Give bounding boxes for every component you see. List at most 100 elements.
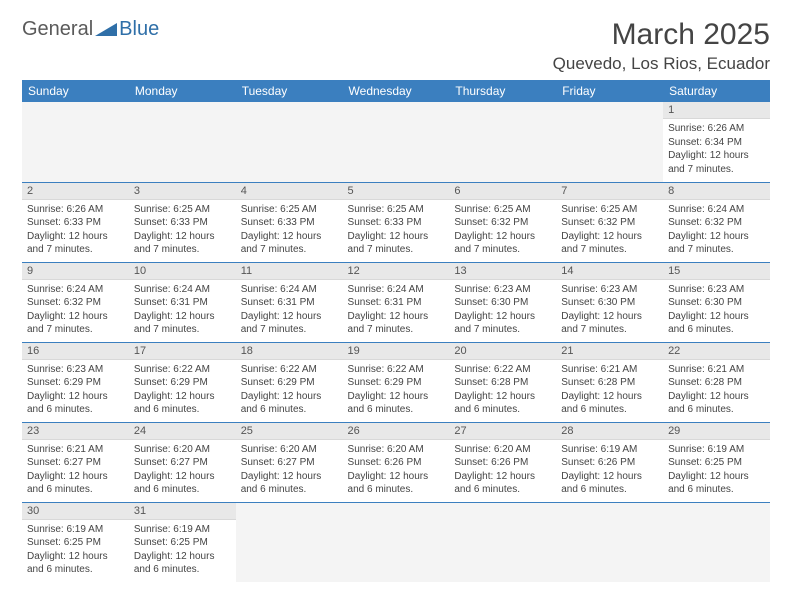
day-number: 2	[22, 183, 129, 200]
day-cell: 24Sunrise: 6:20 AMSunset: 6:27 PMDayligh…	[129, 422, 236, 502]
sunrise-line: Sunrise: 6:22 AM	[134, 363, 231, 377]
sunset-line: Sunset: 6:33 PM	[348, 216, 445, 230]
sunrise-line: Sunrise: 6:25 AM	[134, 203, 231, 217]
day-cell: 17Sunrise: 6:22 AMSunset: 6:29 PMDayligh…	[129, 342, 236, 422]
sunrise-line: Sunrise: 6:19 AM	[134, 523, 231, 537]
sunset-line: Sunset: 6:32 PM	[27, 296, 124, 310]
day-number: 11	[236, 263, 343, 280]
day-number: 12	[343, 263, 450, 280]
sunrise-line: Sunrise: 6:23 AM	[668, 283, 765, 297]
day-body: Sunrise: 6:19 AMSunset: 6:25 PMDaylight:…	[22, 520, 129, 581]
day-cell: 31 Sunrise: 6:19 AMSunset: 6:25 PMDayligh…	[129, 502, 236, 582]
sunrise-line: Sunrise: 6:20 AM	[348, 443, 445, 457]
sunset-line: Sunset: 6:26 PM	[561, 456, 658, 470]
day-body: Sunrise: 6:20 AMSunset: 6:27 PMDaylight:…	[129, 440, 236, 501]
day-number: 31	[129, 503, 236, 520]
sunrise-line: Sunrise: 6:20 AM	[134, 443, 231, 457]
day-body: Sunrise: 6:25 AMSunset: 6:33 PMDaylight:…	[343, 200, 450, 261]
calendar-row: 16Sunrise: 6:23 AMSunset: 6:29 PMDayligh…	[22, 342, 770, 422]
daylight-line: Daylight: 12 hours and 6 minutes.	[27, 390, 124, 417]
location-label: Quevedo, Los Rios, Ecuador	[553, 54, 770, 74]
sunrise-line: Sunrise: 6:22 AM	[454, 363, 551, 377]
daylight-line: Daylight: 12 hours and 6 minutes.	[668, 390, 765, 417]
day-number: 5	[343, 183, 450, 200]
day-number: 24	[129, 423, 236, 440]
day-cell: 9Sunrise: 6:24 AMSunset: 6:32 PMDaylight…	[22, 262, 129, 342]
day-body: Sunrise: 6:21 AMSunset: 6:28 PMDaylight:…	[663, 360, 770, 421]
day-number: 19	[343, 343, 450, 360]
triangle-icon	[95, 21, 117, 39]
day-cell: 22Sunrise: 6:21 AMSunset: 6:28 PMDayligh…	[663, 342, 770, 422]
calendar-table: SundayMondayTuesdayWednesdayThursdayFrid…	[22, 80, 770, 582]
sunset-line: Sunset: 6:33 PM	[134, 216, 231, 230]
sunrise-line: Sunrise: 6:23 AM	[27, 363, 124, 377]
day-body: Sunrise: 6:26 AMSunset: 6:34 PMDaylight:…	[663, 119, 770, 180]
weekday-header: Monday	[129, 80, 236, 102]
sunset-line: Sunset: 6:27 PM	[27, 456, 124, 470]
day-cell: 25Sunrise: 6:20 AMSunset: 6:27 PMDayligh…	[236, 422, 343, 502]
day-number: 18	[236, 343, 343, 360]
sunset-line: Sunset: 6:26 PM	[454, 456, 551, 470]
daylight-line: Daylight: 12 hours and 7 minutes.	[561, 310, 658, 337]
empty-cell	[343, 502, 450, 582]
sunrise-line: Sunrise: 6:22 AM	[241, 363, 338, 377]
day-number: 14	[556, 263, 663, 280]
day-number: 27	[449, 423, 556, 440]
sunset-line: Sunset: 6:32 PM	[668, 216, 765, 230]
day-number: 20	[449, 343, 556, 360]
sunset-line: Sunset: 6:28 PM	[668, 376, 765, 390]
day-cell: 29Sunrise: 6:19 AMSunset: 6:25 PMDayligh…	[663, 422, 770, 502]
sunset-line: Sunset: 6:30 PM	[668, 296, 765, 310]
calendar-row: 30Sunrise: 6:19 AMSunset: 6:25 PMDayligh…	[22, 502, 770, 582]
sunrise-line: Sunrise: 6:20 AM	[241, 443, 338, 457]
daylight-line: Daylight: 12 hours and 6 minutes.	[27, 550, 124, 577]
day-number: 25	[236, 423, 343, 440]
sunset-line: Sunset: 6:28 PM	[454, 376, 551, 390]
day-body: Sunrise: 6:24 AMSunset: 6:31 PMDaylight:…	[343, 280, 450, 341]
empty-cell	[236, 102, 343, 182]
day-body: Sunrise: 6:21 AMSunset: 6:27 PMDaylight:…	[22, 440, 129, 501]
sunrise-line: Sunrise: 6:22 AM	[348, 363, 445, 377]
daylight-line: Daylight: 12 hours and 6 minutes.	[27, 470, 124, 497]
sunrise-line: Sunrise: 6:25 AM	[561, 203, 658, 217]
empty-cell	[236, 502, 343, 582]
sunset-line: Sunset: 6:29 PM	[348, 376, 445, 390]
weekday-header: Thursday	[449, 80, 556, 102]
day-cell: 11Sunrise: 6:24 AMSunset: 6:31 PMDayligh…	[236, 262, 343, 342]
day-cell: 12Sunrise: 6:24 AMSunset: 6:31 PMDayligh…	[343, 262, 450, 342]
day-body: Sunrise: 6:23 AMSunset: 6:30 PMDaylight:…	[449, 280, 556, 341]
day-cell: 30Sunrise: 6:19 AMSunset: 6:25 PMDayligh…	[22, 502, 129, 582]
sunrise-line: Sunrise: 6:20 AM	[454, 443, 551, 457]
day-body: Sunrise: 6:20 AMSunset: 6:26 PMDaylight:…	[343, 440, 450, 501]
day-cell: 8Sunrise: 6:24 AMSunset: 6:32 PMDaylight…	[663, 182, 770, 262]
day-cell: 15Sunrise: 6:23 AMSunset: 6:30 PMDayligh…	[663, 262, 770, 342]
day-body: Sunrise: 6:24 AMSunset: 6:31 PMDaylight:…	[129, 280, 236, 341]
sunset-line: Sunset: 6:28 PM	[561, 376, 658, 390]
sunrise-line: Sunrise: 6:26 AM	[27, 203, 124, 217]
sunset-line: Sunset: 6:30 PM	[561, 296, 658, 310]
sunrise-line: Sunrise: 6:23 AM	[454, 283, 551, 297]
sunset-line: Sunset: 6:29 PM	[27, 376, 124, 390]
header: General Blue March 2025 Quevedo, Los Rio…	[22, 18, 770, 74]
sunset-line: Sunset: 6:25 PM	[134, 536, 231, 550]
sunrise-line: Sunrise: 6:23 AM	[561, 283, 658, 297]
day-body: Sunrise: 6:23 AMSunset: 6:30 PMDaylight:…	[663, 280, 770, 341]
daylight-line: Daylight: 12 hours and 7 minutes.	[668, 230, 765, 257]
sunset-line: Sunset: 6:32 PM	[454, 216, 551, 230]
sunrise-line: Sunrise: 6:25 AM	[241, 203, 338, 217]
day-number: 4	[236, 183, 343, 200]
weekday-header-row: SundayMondayTuesdayWednesdayThursdayFrid…	[22, 80, 770, 102]
daylight-line: Daylight: 12 hours and 6 minutes.	[134, 550, 231, 577]
sunrise-line: Sunrise: 6:24 AM	[668, 203, 765, 217]
day-number: 30	[22, 503, 129, 520]
sunrise-line: Sunrise: 6:26 AM	[668, 122, 765, 136]
day-body: Sunrise: 6:21 AMSunset: 6:28 PMDaylight:…	[556, 360, 663, 421]
weekday-header: Saturday	[663, 80, 770, 102]
day-cell: 16Sunrise: 6:23 AMSunset: 6:29 PMDayligh…	[22, 342, 129, 422]
daylight-line: Daylight: 12 hours and 7 minutes.	[241, 310, 338, 337]
day-number: 9	[22, 263, 129, 280]
sunset-line: Sunset: 6:31 PM	[348, 296, 445, 310]
day-number: 6	[449, 183, 556, 200]
daylight-line: Daylight: 12 hours and 6 minutes.	[134, 390, 231, 417]
day-body: Sunrise: 6:24 AMSunset: 6:32 PMDaylight:…	[663, 200, 770, 261]
